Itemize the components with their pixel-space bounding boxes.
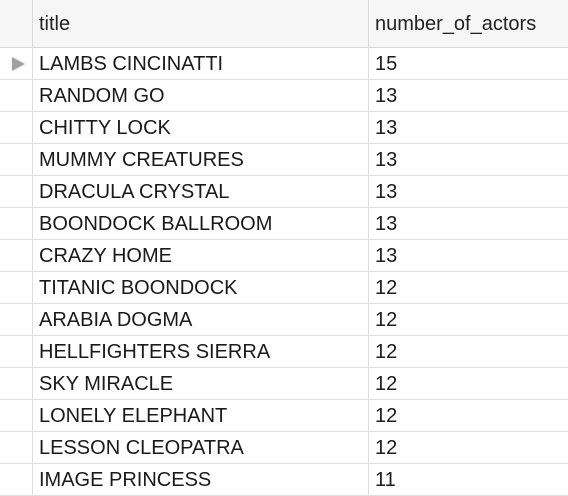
table-row[interactable]: TITANIC BOONDOCK 12 (0, 272, 568, 304)
number-of-actors-cell[interactable]: 13 (375, 149, 398, 171)
title-cell[interactable]: DRACULA CRYSTAL (33, 176, 369, 207)
row-gutter[interactable] (0, 464, 33, 495)
number-of-actors-cell[interactable]: 12 (375, 405, 398, 427)
title-cell[interactable]: CHITTY LOCK (33, 112, 369, 143)
number-of-actors-cell[interactable]: 11 (375, 469, 396, 491)
number-of-actors-cell[interactable]: 12 (375, 309, 398, 331)
table-row[interactable]: CRAZY HOME 13 (0, 240, 568, 272)
title-cell[interactable]: BOONDOCK BALLROOM (33, 208, 369, 239)
number-of-actors-cell[interactable]: 13 (375, 85, 398, 107)
row-gutter[interactable] (0, 176, 33, 207)
table-row[interactable]: HELLFIGHTERS SIERRA 12 (0, 336, 568, 368)
title-cell[interactable]: IMAGE PRINCESS (33, 464, 369, 495)
header-row-gutter (0, 0, 33, 47)
number-of-actors-cell[interactable]: 12 (375, 277, 398, 299)
current-row-indicator-icon (12, 57, 25, 71)
number-of-actors-cell[interactable]: 12 (375, 341, 398, 363)
row-gutter[interactable] (0, 272, 33, 303)
row-gutter[interactable] (0, 240, 33, 271)
table-row[interactable]: IMAGE PRINCESS 11 (0, 464, 568, 496)
number-of-actors-cell[interactable]: 13 (375, 117, 398, 139)
table-row[interactable]: SKY MIRACLE 12 (0, 368, 568, 400)
title-cell[interactable]: HELLFIGHTERS SIERRA (33, 336, 369, 367)
title-cell[interactable]: ARABIA DOGMA (33, 304, 369, 335)
table-row[interactable]: LAMBS CINCINATTI 15 (0, 48, 568, 80)
table-row[interactable]: CHITTY LOCK 13 (0, 112, 568, 144)
table-row[interactable]: MUMMY CREATURES 13 (0, 144, 568, 176)
row-gutter[interactable] (0, 304, 33, 335)
number-of-actors-cell[interactable]: 13 (375, 181, 398, 203)
column-header-number-of-actors[interactable]: number_of_actors (375, 13, 537, 35)
table-row[interactable]: LESSON CLEOPATRA 12 (0, 432, 568, 464)
number-of-actors-cell[interactable]: 13 (375, 245, 398, 267)
title-cell[interactable]: CRAZY HOME (33, 240, 369, 271)
title-cell[interactable]: LESSON CLEOPATRA (33, 432, 369, 463)
row-gutter[interactable] (0, 400, 33, 431)
title-cell[interactable]: SKY MIRACLE (33, 368, 369, 399)
row-gutter[interactable] (0, 336, 33, 367)
title-cell[interactable]: MUMMY CREATURES (33, 144, 369, 175)
row-gutter[interactable] (0, 208, 33, 239)
row-gutter[interactable] (0, 80, 33, 111)
table-row[interactable]: RANDOM GO 13 (0, 80, 568, 112)
row-gutter[interactable] (0, 144, 33, 175)
number-of-actors-cell[interactable]: 15 (375, 53, 398, 75)
title-cell[interactable]: TITANIC BOONDOCK (33, 272, 369, 303)
table-header: title number_of_actors (0, 0, 568, 48)
column-header-title[interactable]: title (33, 0, 369, 47)
number-of-actors-cell[interactable]: 12 (375, 373, 398, 395)
number-of-actors-cell[interactable]: 13 (375, 213, 398, 235)
table-row[interactable]: LONELY ELEPHANT 12 (0, 400, 568, 432)
number-of-actors-cell[interactable]: 12 (375, 437, 398, 459)
title-cell[interactable]: LONELY ELEPHANT (33, 400, 369, 431)
row-gutter[interactable] (0, 48, 33, 79)
row-gutter[interactable] (0, 368, 33, 399)
table-row[interactable]: DRACULA CRYSTAL 13 (0, 176, 568, 208)
table-row[interactable]: ARABIA DOGMA 12 (0, 304, 568, 336)
title-cell[interactable]: LAMBS CINCINATTI (33, 48, 369, 79)
row-gutter[interactable] (0, 432, 33, 463)
title-cell[interactable]: RANDOM GO (33, 80, 369, 111)
row-gutter[interactable] (0, 112, 33, 143)
table-row[interactable]: BOONDOCK BALLROOM 13 (0, 208, 568, 240)
